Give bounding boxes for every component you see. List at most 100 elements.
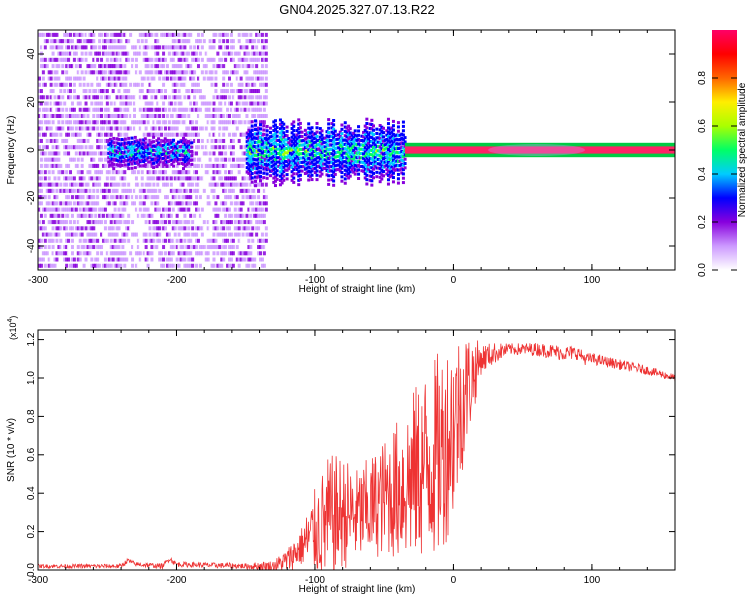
spectrogram-cell bbox=[98, 138, 102, 143]
spectrogram-cell bbox=[158, 126, 162, 131]
spectrogram-cell bbox=[259, 170, 263, 174]
spectrogram-cell bbox=[262, 107, 266, 112]
spectrogram-cell bbox=[132, 107, 136, 112]
spectrogram-cell bbox=[74, 182, 78, 187]
spectrogram-cell bbox=[322, 140, 326, 144]
spectrogram-cell bbox=[138, 70, 142, 75]
spectrogram-cell bbox=[202, 251, 206, 256]
spectrogram-cell bbox=[65, 57, 69, 62]
spectrogram-cell bbox=[335, 163, 339, 167]
spectrogram-cell bbox=[251, 89, 255, 94]
spectrogram-cell bbox=[59, 89, 63, 94]
spectrogram-cell bbox=[259, 76, 263, 81]
spectrogram-cell bbox=[247, 176, 251, 181]
spectrogram-cell bbox=[183, 142, 187, 146]
spectrogram-cell bbox=[57, 145, 61, 150]
spectrogram-cell bbox=[302, 151, 306, 155]
spectrogram-cell bbox=[100, 270, 103, 274]
spectrogram-cell bbox=[283, 146, 287, 150]
spectrogram-cell bbox=[264, 226, 268, 231]
spectrogram-cell bbox=[65, 82, 69, 87]
spectrogram-cell bbox=[241, 163, 245, 168]
spectrogram-cell bbox=[303, 141, 307, 145]
spectrogram-cell bbox=[307, 143, 311, 147]
spectrogram-cell bbox=[216, 270, 219, 274]
spectrogram-cell bbox=[167, 132, 171, 137]
spectrogram-cell bbox=[210, 163, 214, 168]
spectrogram-cell bbox=[302, 164, 306, 168]
spectrogram-cell bbox=[132, 146, 136, 150]
spectrogram-cell bbox=[282, 165, 286, 169]
spectrogram-cell bbox=[348, 174, 352, 178]
spectrogram-cell bbox=[127, 51, 131, 56]
spectrogram-cell bbox=[164, 238, 168, 243]
spectrogram-cell bbox=[204, 126, 208, 131]
spectrogram-cell bbox=[183, 213, 187, 218]
spectrogram-cell bbox=[80, 126, 84, 131]
spectrogram-cell bbox=[167, 146, 171, 150]
spectrogram-cell bbox=[167, 257, 171, 262]
spectrogram-cell bbox=[88, 270, 91, 274]
spectrogram-cell bbox=[195, 195, 199, 200]
spectrogram-cell bbox=[204, 70, 208, 75]
spectrogram-cell bbox=[158, 89, 162, 94]
spectrogram-cell bbox=[400, 171, 404, 175]
spectrogram-cell bbox=[103, 138, 107, 143]
spectrogram-cell bbox=[310, 152, 314, 156]
spectrogram-cell bbox=[196, 107, 200, 112]
spectrogram-cell bbox=[105, 64, 109, 69]
spectrogram-cell bbox=[257, 270, 260, 274]
spectrogram-cell bbox=[252, 149, 256, 153]
spectrogram-cell bbox=[385, 129, 389, 133]
spectrogram-cell bbox=[218, 132, 222, 137]
spectrogram-cell bbox=[117, 76, 121, 81]
spectrogram-cell bbox=[96, 64, 100, 69]
spectrogram-cell bbox=[43, 45, 47, 50]
spectrogram-cell bbox=[375, 170, 379, 174]
spectrogram-cell bbox=[84, 257, 88, 262]
spectrogram-cell bbox=[78, 151, 82, 156]
spectrogram-cell bbox=[168, 159, 172, 163]
spectrogram-cell bbox=[171, 263, 175, 268]
spectrogram-cell bbox=[92, 39, 96, 44]
spectrogram-cell bbox=[188, 154, 192, 158]
spectrogram-cell bbox=[41, 82, 45, 87]
spectrogram-cell bbox=[370, 144, 374, 148]
spectrogram-cell bbox=[171, 70, 175, 75]
spectrogram-cell bbox=[131, 120, 135, 125]
spectrogram-cell bbox=[259, 182, 263, 187]
spectrogram-cell bbox=[259, 270, 262, 274]
spectrogram-cell bbox=[308, 149, 312, 153]
spectrogram-cell bbox=[332, 140, 336, 144]
spectrogram-cell bbox=[262, 251, 266, 256]
spectrogram-cell bbox=[158, 57, 162, 62]
spectrogram-cell bbox=[98, 157, 102, 162]
spectrogram-cell bbox=[340, 158, 344, 162]
spectrogram-cell bbox=[59, 182, 63, 187]
spectrogram-cell bbox=[167, 201, 171, 206]
spectrogram-cell bbox=[253, 82, 257, 87]
spectrogram-cell bbox=[395, 137, 399, 141]
spectrogram-cell bbox=[96, 188, 100, 193]
spectrogram-cell bbox=[107, 138, 111, 143]
spectrogram-cell bbox=[138, 132, 142, 137]
spectrogram-cell bbox=[156, 182, 160, 187]
y-tick-label: 0.6 bbox=[26, 447, 37, 461]
spectrogram-cell bbox=[298, 147, 302, 151]
spectrogram-cell bbox=[96, 157, 100, 162]
spectrogram-cell bbox=[140, 150, 144, 154]
spectrogram-cell bbox=[204, 57, 208, 62]
spectrogram-cell bbox=[220, 138, 224, 143]
spectrogram-cell bbox=[257, 153, 261, 157]
spectrogram-cell bbox=[183, 155, 187, 159]
spectrogram-cell bbox=[152, 161, 156, 165]
spectrogram-cell bbox=[129, 170, 133, 175]
spectrogram-cell bbox=[47, 182, 51, 187]
spectrogram-cell bbox=[229, 107, 233, 112]
spectrogram-cell bbox=[385, 172, 389, 176]
spectrogram-cell bbox=[251, 238, 255, 243]
spectrogram-cell bbox=[222, 64, 226, 69]
spectrogram-cell bbox=[53, 157, 57, 162]
spectrogram-cell bbox=[49, 220, 53, 225]
spectrogram-cell bbox=[69, 270, 72, 274]
